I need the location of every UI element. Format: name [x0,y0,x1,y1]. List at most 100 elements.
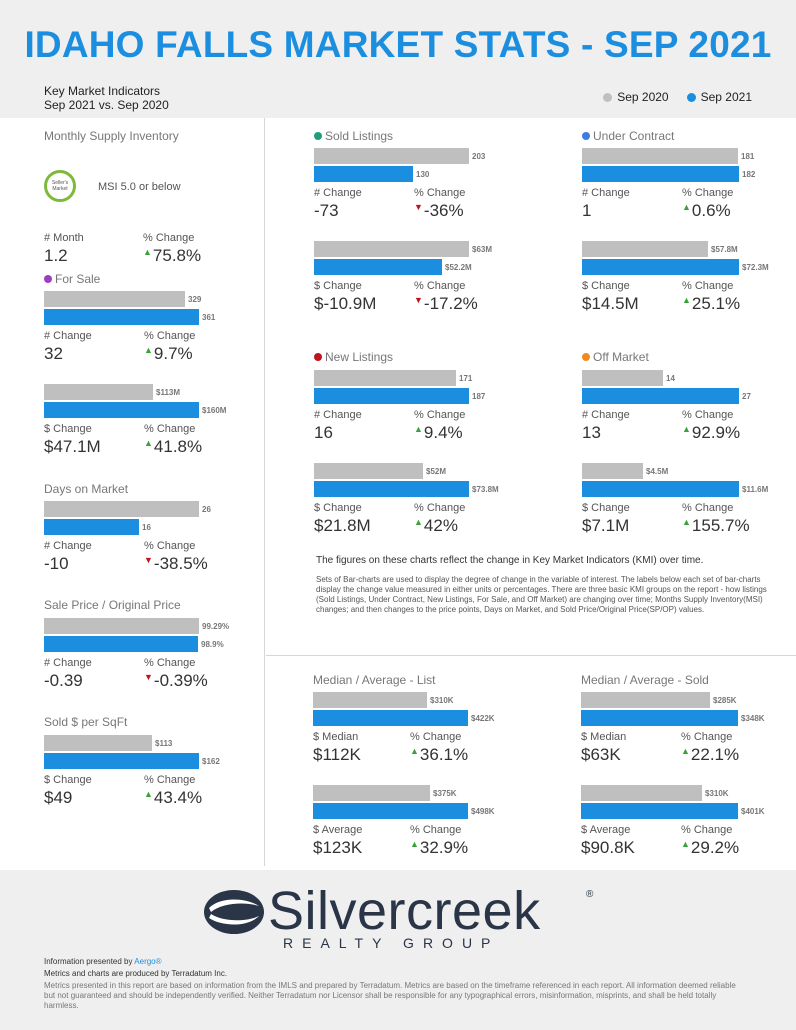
value-text: $90.8K [581,838,635,857]
bar-value-label: $113M [156,388,181,397]
value-text: 22.1% [690,745,740,764]
bar-sep-2020 [44,501,199,517]
pct-change-value: ▼ -17.2% [414,294,478,314]
pct-change-label: % Change [144,330,196,342]
bar-value-label: 16 [142,523,151,532]
bar-sep-2020 [582,463,643,479]
bar-value-label: 187 [472,392,486,401]
value-text: 32.9% [419,838,469,857]
bar-value-label: $52M [426,467,447,476]
pct-change-value: ▲ 36.1% [410,745,468,765]
sale-price-title: Sale Price / Original Price [44,598,181,612]
bar-sep-2021 [582,388,739,404]
orange-dot-icon [582,353,590,361]
pct-change-label: % Change [682,187,734,199]
up-arrow-icon: ▲ [681,746,690,756]
value-text: 25.1% [691,294,741,313]
change-label: # Change [44,657,92,669]
value-text: 9.7% [153,344,193,363]
pct-change-label: % Change [144,657,196,669]
up-arrow-icon: ▲ [410,746,419,756]
bar-value-label: $11.6M [742,485,769,494]
bar-sep-2021 [581,710,738,726]
sold-per-sqft-title: Sold $ per SqFt [44,715,128,729]
pct-change-value: ▼ -0.39% [144,671,208,691]
days-on-market-title: Days on Market [44,482,129,496]
value-text: 32 [44,344,63,363]
change-label: $ Change [44,423,92,435]
bar-sep-2020 [44,384,153,400]
value-text: -73 [314,201,339,220]
bar-value-label: 203 [472,152,486,161]
down-arrow-icon: ▼ [144,555,153,565]
change-label: # Change [44,330,92,342]
bar-value-label: 171 [459,374,473,383]
silvercreek-logo-mark-icon [204,890,264,934]
bar-value-label: $73.8M [472,485,499,494]
value-text: 16 [314,423,333,442]
value-text: $63K [581,745,621,764]
column-divider [264,118,265,866]
bar-sep-2020 [313,692,427,708]
value-text: 13 [582,423,601,442]
change-label: $ Change [314,280,362,292]
section-label: Off Market [593,350,649,364]
footer-disclaimer: Metrics presented in this report are bas… [44,981,736,1010]
footer-presented: Information presented by Aergo® [44,957,162,966]
section-label: For Sale [55,272,101,286]
change-value: $47.1M [44,437,101,457]
up-arrow-icon: ▲ [682,202,691,212]
pct-change-label: % Change [410,824,462,836]
aergo-link[interactable]: Aergo® [134,957,162,966]
median-average-list-title: Median / Average - List [313,673,436,687]
section-label: New Listings [325,350,394,364]
section-label: Sold Listings [325,129,394,143]
value-text: 9.4% [423,423,463,442]
value-text: $-10.9M [314,294,377,313]
notes-body: Sets of Bar-charts are used to display t… [316,575,767,614]
value-text: 0.6% [691,201,731,220]
purple-dot-icon [44,275,52,283]
bar-value-label: $310K [430,696,454,705]
bar-value-label: 99.29% [202,622,230,631]
bar-sep-2020 [44,735,152,751]
pct-change-value: ▲ 92.9% [682,423,740,443]
bar-sep-2020 [582,148,738,164]
bar-value-label: $160M [202,406,227,415]
logo-wordmark: Silvercreek [268,881,541,941]
bar-sep-2020 [581,785,702,801]
change-label: $ Median [313,731,359,743]
up-arrow-icon: ▲ [410,839,419,849]
pct-change-value: ▲ 9.4% [414,423,463,443]
up-arrow-icon: ▲ [414,424,423,434]
pct-change-value: ▲ 22.1% [681,745,739,765]
change-value: -0.39 [44,671,83,691]
bar-sep-2021 [314,481,469,497]
bar-sep-2021 [581,803,738,819]
bar-sep-2020 [314,463,423,479]
up-arrow-icon: ▲ [144,438,153,448]
change-label: # Change [582,409,630,421]
bar-value-label: $52.2M [445,263,472,272]
bar-sep-2021 [314,166,413,182]
bar-value-label: 361 [202,313,216,322]
kmi-header: Key Market Indicators Sep 2021 vs. Sep 2… [44,84,169,112]
value-text: -17.2% [423,294,478,313]
bar-value-label: 329 [188,295,202,304]
value-text: $47.1M [44,437,101,456]
value-text: 41.8% [153,437,203,456]
value-text: -36% [423,201,464,220]
value-text: 1 [582,201,592,220]
value-text: 1.2 [44,246,68,265]
pct-change-value: ▲ 9.7% [144,344,193,364]
change-label: # Change [314,409,362,421]
pct-change-label: % Change [681,731,733,743]
msi-pct-value: ▲ 75.8% [143,246,201,266]
value-text: 92.9% [691,423,741,442]
change-value: -10 [44,554,69,574]
change-value: 13 [582,423,601,443]
off-market-title: Off Market [582,350,649,364]
value-text: 43.4% [153,788,203,807]
value-text: -0.39% [153,671,208,690]
bar-value-label: $498K [471,807,495,816]
